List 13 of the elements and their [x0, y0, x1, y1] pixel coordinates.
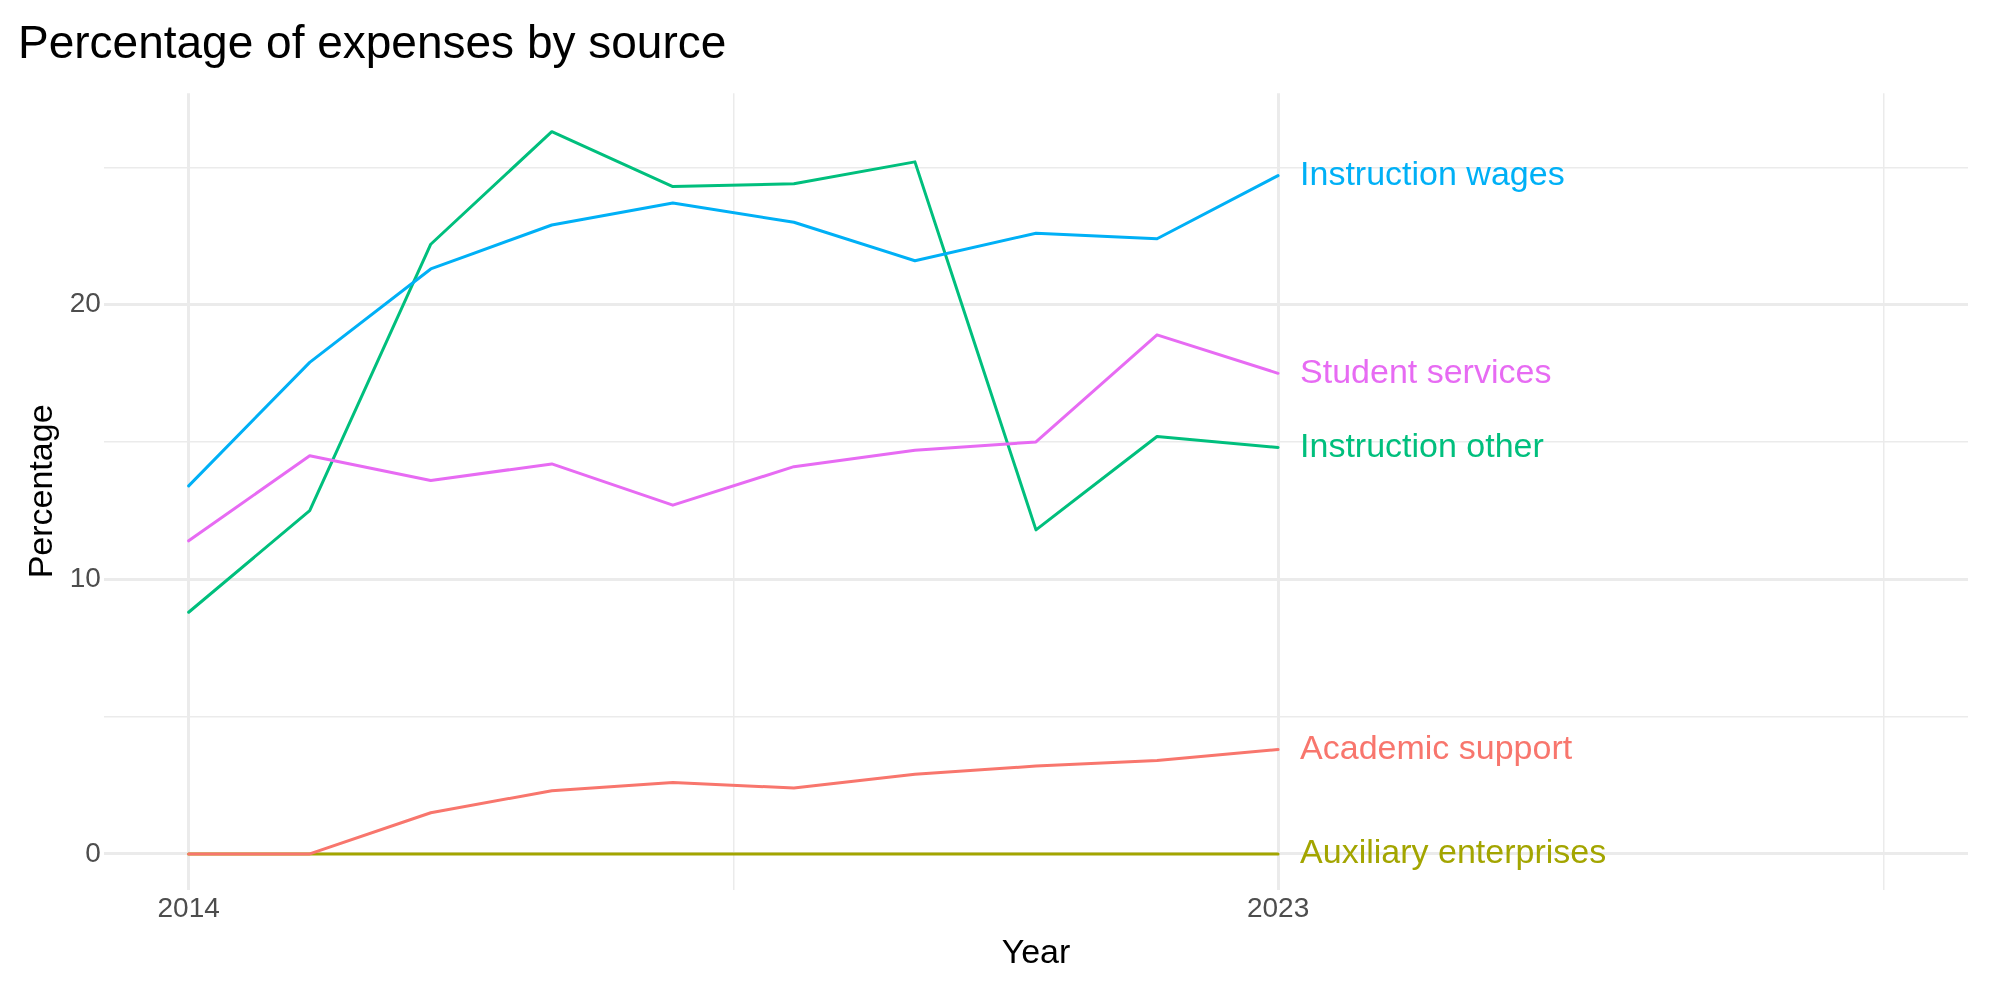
chart-title: Percentage of expenses by source: [18, 16, 727, 69]
y-tick-label: 0: [85, 836, 101, 868]
y-tick-label: 10: [69, 562, 101, 593]
y-axis-title: Percentage: [20, 404, 59, 579]
series-label: Academic support: [1300, 727, 1573, 766]
x-tick-label: 2014: [157, 892, 220, 924]
series-label: Auxiliary enterprises: [1300, 832, 1607, 871]
series-label: Student services: [1300, 351, 1552, 390]
x-axis-title: Year: [1001, 931, 1071, 970]
y-tick-label: 20: [69, 287, 101, 319]
x-tick-label: 2023: [1246, 892, 1310, 924]
series-label: Instruction wages: [1300, 153, 1565, 192]
series-label: Instruction other: [1300, 425, 1544, 464]
